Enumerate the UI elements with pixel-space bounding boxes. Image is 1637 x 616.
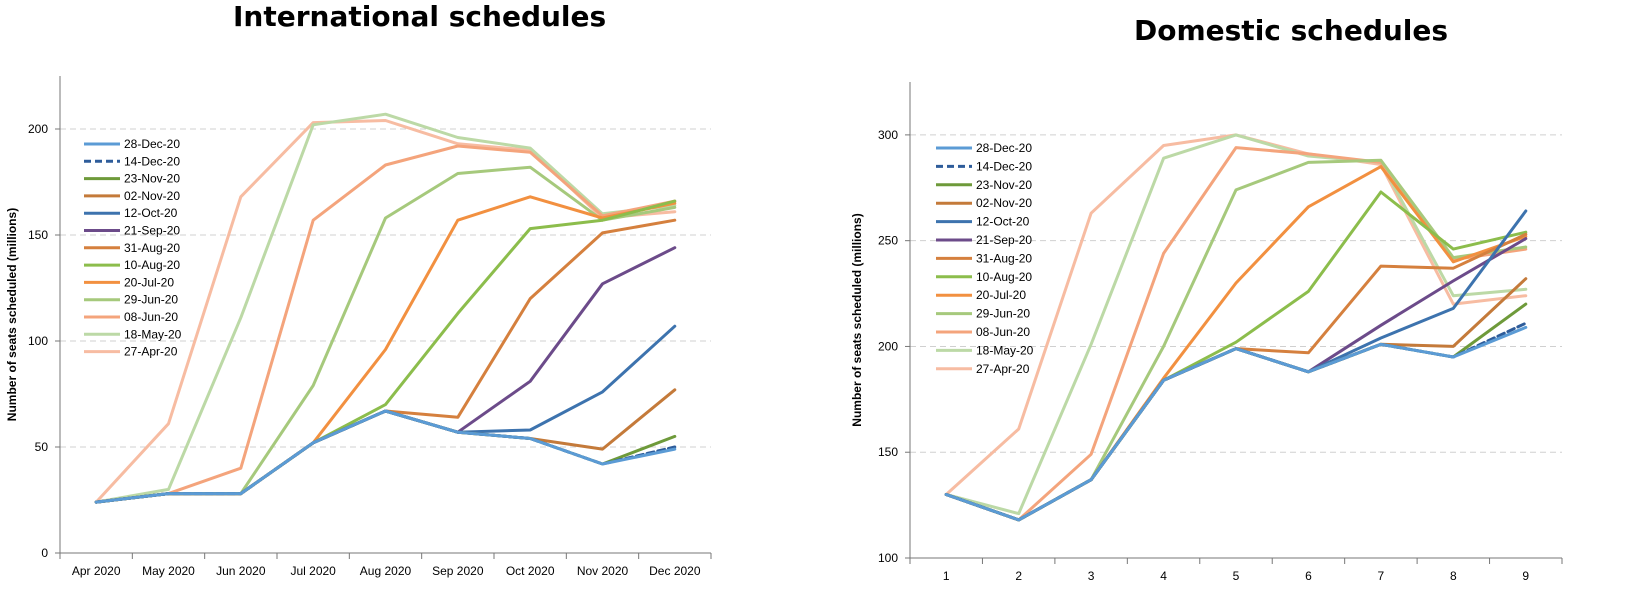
legend-label: 18-May-20 <box>124 327 182 341</box>
legend-label: 27-Apr-20 <box>976 362 1030 376</box>
legend-label: 21-Sep-20 <box>124 224 180 238</box>
x-tick-label: Oct 2020 <box>506 564 555 578</box>
x-tick-label: Aug 2020 <box>360 564 412 578</box>
legend-label: 02-Nov-20 <box>124 189 180 203</box>
y-tick-label: 100 <box>28 334 48 348</box>
series-line-12-Oct-20 <box>94 324 677 504</box>
legend-label: 23-Nov-20 <box>976 178 1032 192</box>
x-tick-label: 5 <box>1233 569 1240 583</box>
legend-label: 14-Dec-20 <box>976 159 1032 173</box>
legend-label: 29-Jun-20 <box>976 307 1030 321</box>
legend-label: 27-Apr-20 <box>124 345 178 359</box>
series-line-28-Dec-20 <box>944 325 1528 522</box>
x-tick-label: Apr 2020 <box>72 564 121 578</box>
legend-label: 20-Jul-20 <box>124 275 174 289</box>
legend-label: 12-Oct-20 <box>976 215 1030 229</box>
series-line-29-Jun-20 <box>944 158 1528 522</box>
y-axis-label: Number of seats scheduled (millions) <box>5 208 19 421</box>
domestic-chart: 100 150 200 250 300 1 2 3 4 5 6 7 8 9 Number of seats … <box>850 82 1563 583</box>
x-tick-label: 8 <box>1450 569 1457 583</box>
x-tick-label: 2 <box>1015 569 1022 583</box>
series-line-23-Nov-20 <box>944 302 1528 522</box>
legend-label: 20-Jul-20 <box>976 288 1026 302</box>
chart-title: Domestic schedules <box>1134 14 1449 47</box>
y-tick-label: 200 <box>28 122 48 136</box>
x-tick-label: Nov 2020 <box>577 564 629 578</box>
x-tick-label: 7 <box>1378 569 1385 583</box>
x-tick-label: 9 <box>1522 569 1529 583</box>
series-group <box>944 133 1528 522</box>
series-group <box>94 112 677 504</box>
legend-label: 18-May-20 <box>976 343 1034 357</box>
x-tick-label: Jun 2020 <box>216 564 266 578</box>
international-chart-panel: International schedules 0 50 100 150 200 Apr … <box>0 0 760 616</box>
y-tick-label: 150 <box>878 445 898 459</box>
international-chart: 0 50 100 150 200 Apr 2020 May 2020 Jun 2020 Jul … <box>5 76 712 578</box>
x-tick-label: 3 <box>1088 569 1095 583</box>
series-line-08-Jun-20 <box>94 144 677 504</box>
x-tick-label: Sep 2020 <box>432 564 484 578</box>
y-tick-label: 200 <box>878 339 898 353</box>
x-tick-label: Dec 2020 <box>649 564 701 578</box>
y-tick-label: 0 <box>41 546 48 560</box>
series-line-18-May-20 <box>944 133 1528 516</box>
legend-label: 08-Jun-20 <box>976 325 1030 339</box>
legend: 28-Dec-20 14-Dec-20 23-Nov-20 02-Nov-20 12-O… <box>84 137 182 359</box>
x-tick-label: 4 <box>1160 569 1167 583</box>
y-tick-label: 250 <box>878 234 898 248</box>
y-tick-label: 150 <box>28 228 48 242</box>
legend-label: 28-Dec-20 <box>976 141 1032 155</box>
series-line-27-Apr-20 <box>94 119 677 504</box>
legend-label: 12-Oct-20 <box>124 206 178 220</box>
y-axis-label: Number of seats scheduled (millions) <box>850 213 864 426</box>
series-line-28-Dec-20 <box>94 409 677 504</box>
y-tick-label: 100 <box>878 551 898 565</box>
legend-label: 31-Aug-20 <box>124 241 180 255</box>
legend-label: 29-Jun-20 <box>124 293 178 307</box>
legend-label: 10-Aug-20 <box>124 258 180 272</box>
legend-label: 31-Aug-20 <box>976 251 1032 265</box>
legend-label: 28-Dec-20 <box>124 137 180 151</box>
legend-label: 08-Jun-20 <box>124 310 178 324</box>
domestic-chart-panel: Domestic schedules 100 150 200 250 300 1 2 3 4 5 6… <box>850 0 1637 616</box>
legend-label: 10-Aug-20 <box>976 270 1032 284</box>
x-tick-label: 1 <box>943 569 950 583</box>
chart-title: International schedules <box>233 0 607 33</box>
legend-label: 02-Nov-20 <box>976 196 1032 210</box>
series-line-08-Jun-20 <box>944 146 1528 522</box>
legend: 28-Dec-20 14-Dec-20 23-Nov-20 02-Nov-20 12-O… <box>936 141 1034 376</box>
series-line-12-Oct-20 <box>944 209 1528 522</box>
legend-label: 23-Nov-20 <box>124 172 180 186</box>
series-line-02-Nov-20 <box>94 388 677 504</box>
x-tick-label: 6 <box>1305 569 1312 583</box>
x-tick-label: May 2020 <box>142 564 195 578</box>
y-tick-label: 50 <box>35 440 49 454</box>
series-line-18-May-20 <box>94 112 677 504</box>
legend-label: 21-Sep-20 <box>976 233 1032 247</box>
x-tick-label: Jul 2020 <box>290 564 336 578</box>
legend-label: 14-Dec-20 <box>124 154 180 168</box>
y-tick-label: 300 <box>878 128 898 142</box>
